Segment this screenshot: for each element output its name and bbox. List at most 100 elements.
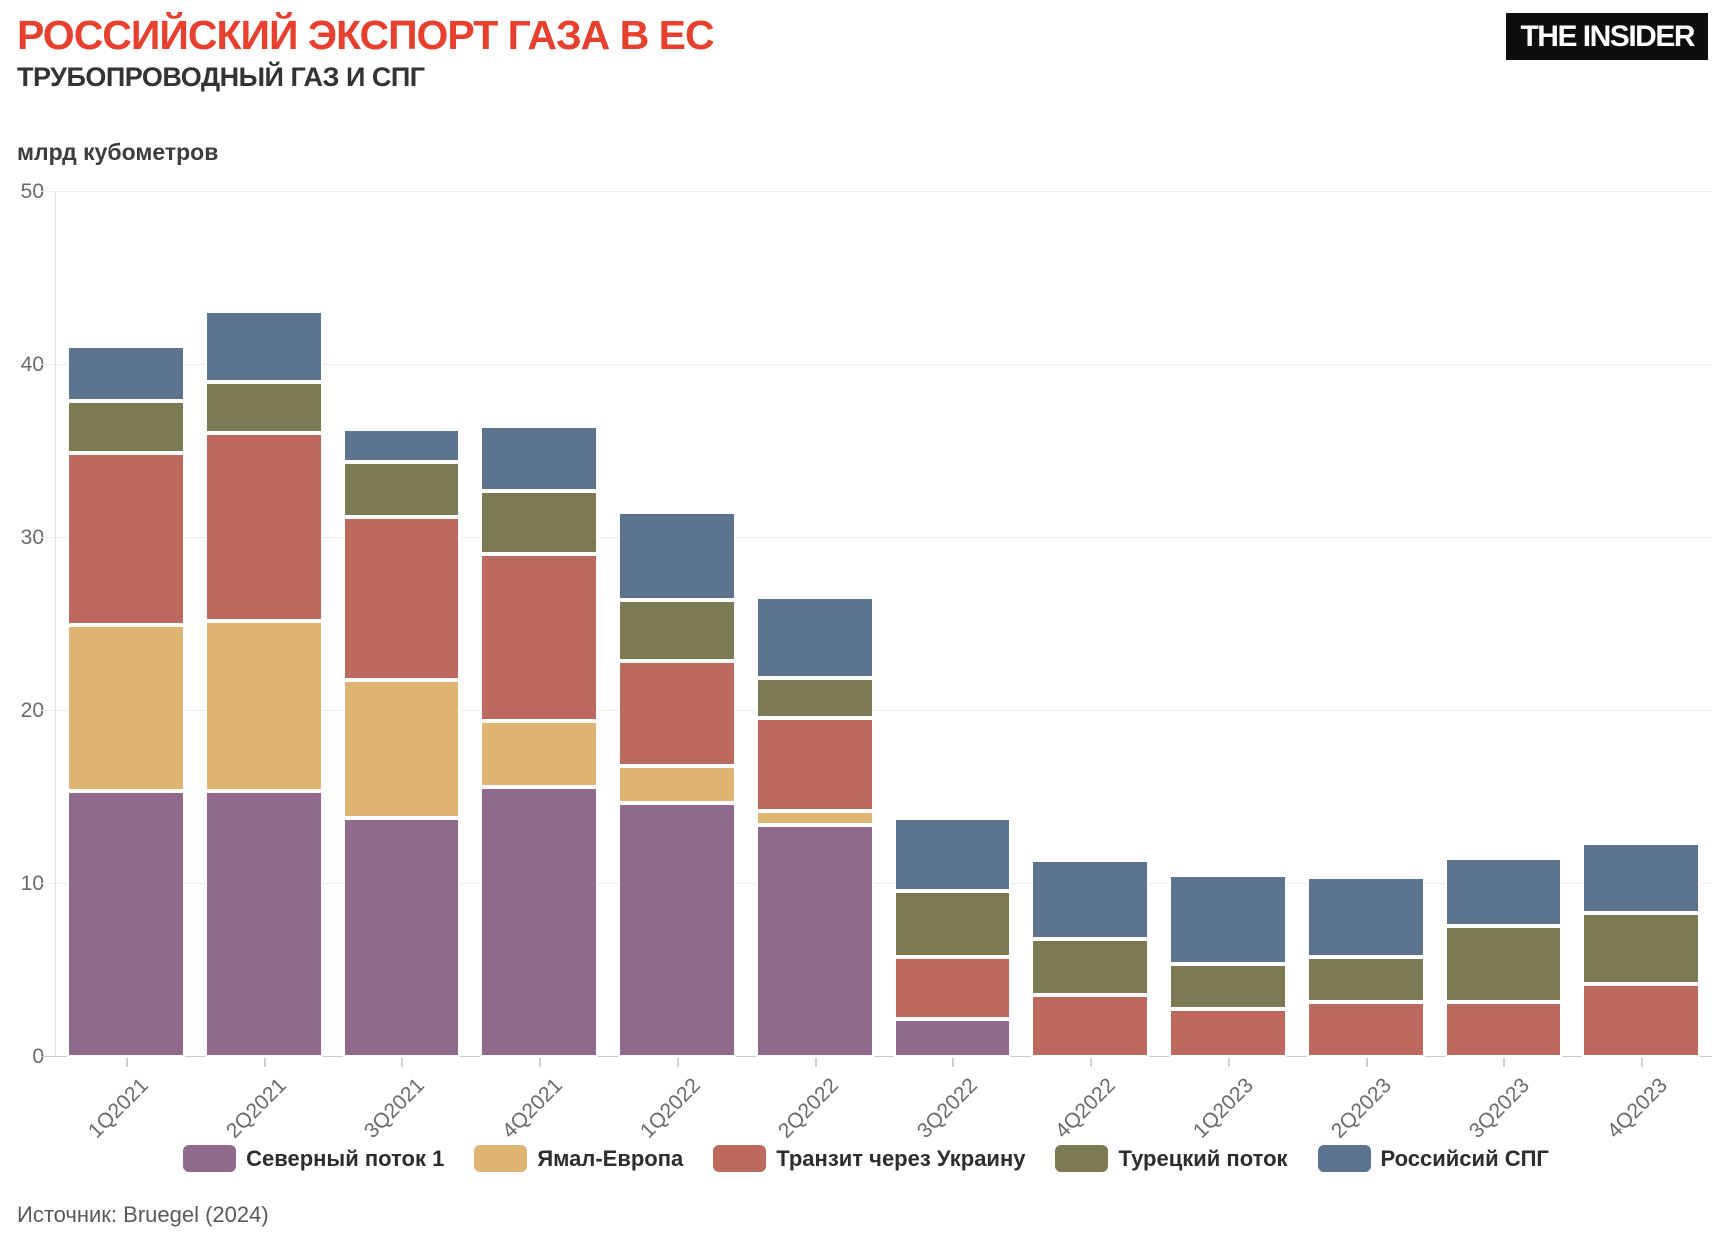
legend-label: Транзит через Украину (776, 1145, 1026, 1171)
bar-segment (67, 624, 185, 791)
bar-segment (618, 660, 736, 767)
x-tick (263, 1058, 266, 1067)
bar-segment (1031, 994, 1149, 1057)
y-tick-label: 0 (32, 1045, 44, 1068)
legend-swatch (1055, 1145, 1109, 1172)
x-tick (1365, 1058, 1368, 1067)
legend: Северный поток 1 Ямал-Европа Транзит через… (0, 1145, 1732, 1172)
chart-subtitle: ТРУБОПРОВОДНЫЙ ГАЗ И СПГ (17, 62, 425, 92)
x-tick-label: 2Q2023 (1326, 1073, 1396, 1143)
bar-segment (893, 818, 1012, 891)
x-tick-label: 2Q2021 (221, 1073, 292, 1143)
bar-segment (755, 825, 874, 1057)
x-axis-baseline (41, 1056, 1712, 1057)
x-tick (1227, 1058, 1230, 1067)
gridline (41, 883, 1712, 884)
bar-segment (204, 311, 323, 383)
bar-3Q2023 (1444, 192, 1563, 1067)
bar-3Q2021 (342, 192, 461, 1067)
bar-segment (204, 621, 323, 791)
bar-segment (480, 721, 598, 788)
legend-item: Ямал-Европа (474, 1145, 683, 1172)
bar-segment (893, 1018, 1012, 1057)
gridline (41, 364, 1712, 365)
bar-1Q2021 (67, 192, 185, 1067)
bar-2Q2021 (204, 192, 323, 1067)
legend-item: Российсий СПГ (1317, 1145, 1549, 1172)
legend-label: Турецкий поток (1118, 1145, 1288, 1171)
plot-area (41, 191, 1712, 1067)
bar-segment (755, 811, 874, 826)
bar-4Q2022 (1031, 192, 1149, 1067)
y-tick-label: 40 (20, 353, 44, 376)
bar-segment (1306, 1001, 1425, 1057)
x-tick (676, 1058, 679, 1067)
x-tick (952, 1058, 955, 1067)
bar-4Q2021 (480, 192, 598, 1067)
y-tick-label: 50 (20, 180, 44, 203)
x-tick-label: 4Q2022 (1050, 1073, 1120, 1143)
bar-segment (480, 425, 598, 492)
bar-segment (67, 401, 185, 454)
bar-segment (342, 818, 461, 1057)
legend-label: Российсий СПГ (1380, 1145, 1549, 1171)
bar-segment (67, 453, 185, 625)
bar-segment (1306, 956, 1425, 1002)
legend-swatch (183, 1145, 237, 1172)
x-tick (814, 1058, 817, 1067)
bar-segment (893, 956, 1012, 1019)
bar-segment (1031, 939, 1149, 995)
gridline (41, 191, 1712, 192)
x-tick-label: 4Q2021 (498, 1073, 568, 1143)
bar-segment (618, 512, 736, 601)
bar-segment (755, 596, 874, 679)
x-tick-label: 2Q2022 (774, 1073, 844, 1143)
bar-segment (204, 382, 323, 433)
source-note: Источник: Bruegel (2024) (17, 1202, 269, 1227)
bar-segment (67, 346, 185, 402)
bar-2Q2022 (755, 192, 874, 1067)
x-tick-label: 1Q2023 (1188, 1073, 1258, 1143)
legend-swatch (1317, 1145, 1371, 1172)
bar-segment (1444, 925, 1563, 1002)
legend-item: Транзит через Украину (713, 1145, 1025, 1172)
bar-segment (342, 429, 461, 462)
bar-segment (755, 717, 874, 812)
bar-segment (1031, 859, 1149, 940)
bar-segment (1444, 1001, 1563, 1057)
bar-segment (755, 678, 874, 718)
x-tick (1090, 1058, 1093, 1067)
bar-segment (1582, 984, 1700, 1057)
legend-item: Северный поток 1 (183, 1145, 444, 1172)
bar-segment (342, 679, 461, 819)
y-tick-label: 10 (20, 872, 44, 895)
bar-segment (618, 802, 736, 1057)
legend-item: Турецкий поток (1055, 1145, 1288, 1172)
x-tick-label: 3Q2023 (1464, 1073, 1534, 1143)
x-tick (401, 1058, 404, 1067)
x-tick-label: 1Q2022 (636, 1073, 706, 1143)
bar-segment (1169, 1008, 1287, 1057)
bar-4Q2023 (1582, 192, 1700, 1067)
bar-segment (480, 553, 598, 722)
bar-segment (1582, 913, 1700, 985)
bar-segment (67, 790, 185, 1057)
x-tick (539, 1058, 542, 1067)
x-tick-label: 3Q2022 (912, 1073, 982, 1143)
gridline (41, 710, 1712, 711)
x-tick-label: 3Q2021 (360, 1073, 430, 1143)
x-tick-label: 4Q2023 (1602, 1073, 1672, 1143)
bar-segment (1582, 842, 1700, 914)
bar-segment (1306, 877, 1425, 957)
x-tick (125, 1058, 128, 1067)
bar-segment (204, 790, 323, 1057)
legend-label: Северный поток 1 (246, 1145, 445, 1171)
bars-layer (55, 192, 1712, 1067)
y-tick-label: 30 (20, 526, 44, 549)
bar-segment (618, 600, 736, 661)
bar-segment (480, 491, 598, 554)
x-tick (1641, 1058, 1644, 1067)
bar-segment (342, 461, 461, 518)
legend-label: Ямал-Европа (537, 1145, 684, 1171)
